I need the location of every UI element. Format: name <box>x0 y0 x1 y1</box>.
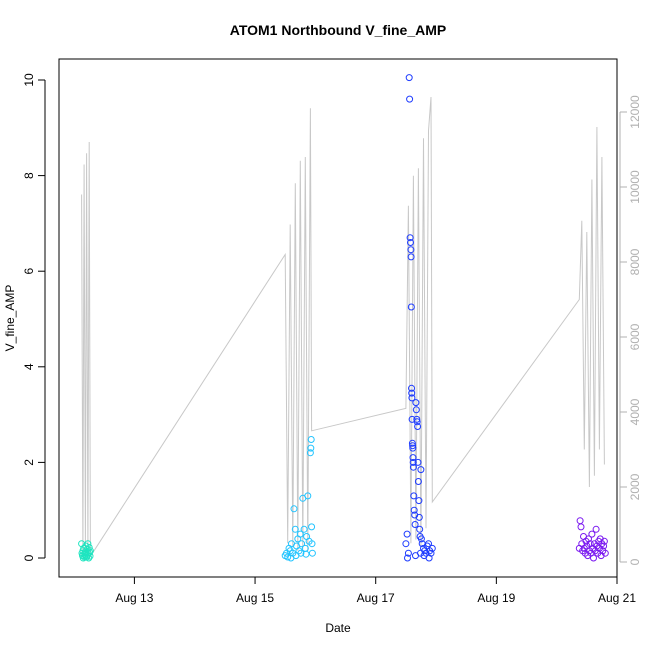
data-point <box>425 554 433 562</box>
data-point <box>304 492 312 500</box>
y2-tick-label: 8000 <box>628 248 642 275</box>
data-point <box>308 540 316 548</box>
data-point <box>601 549 609 557</box>
y-tick-label: 8 <box>22 172 36 179</box>
data-point <box>588 530 596 538</box>
data-point <box>600 537 608 545</box>
points-layer <box>78 74 609 562</box>
data-point <box>296 530 304 538</box>
data-point <box>592 525 600 533</box>
y2-tick-label: 4000 <box>628 398 642 425</box>
y-tick-label: 10 <box>22 73 36 87</box>
data-point <box>308 549 316 557</box>
data-point <box>284 553 292 561</box>
x-tick-label: Aug 21 <box>598 591 636 605</box>
data-point <box>428 544 436 552</box>
x-tick-label: Aug 13 <box>115 591 153 605</box>
y-tick-label: 6 <box>22 268 36 275</box>
data-point <box>291 525 299 533</box>
data-point <box>290 505 298 513</box>
y-tick-label: 0 <box>22 554 36 561</box>
y2-tick-label: 12000 <box>628 95 642 129</box>
data-point <box>410 506 418 514</box>
data-point <box>411 521 419 528</box>
data-point <box>406 95 414 103</box>
y2-tick-label: 0 <box>628 558 642 565</box>
data-point <box>407 303 415 311</box>
y-axis-label: V_fine_AMP <box>3 285 17 352</box>
data-point <box>306 449 314 457</box>
data-point <box>600 542 608 550</box>
data-point <box>300 525 308 533</box>
data-point <box>590 554 597 562</box>
data-point <box>407 239 414 246</box>
data-point <box>414 458 422 466</box>
data-point <box>416 525 424 533</box>
data-point <box>417 535 425 543</box>
data-point <box>409 442 417 450</box>
data-point <box>82 542 90 550</box>
series-line <box>81 96 605 559</box>
data-point <box>413 415 421 423</box>
y-tick-label: 2 <box>22 459 36 466</box>
data-point <box>402 540 410 548</box>
data-point <box>410 492 418 500</box>
data-point <box>585 535 592 543</box>
data-point <box>417 549 424 557</box>
data-point <box>307 444 315 452</box>
data-point <box>412 406 420 414</box>
data-point <box>409 458 417 466</box>
data-point <box>298 540 306 548</box>
y2-tick-label: 10000 <box>628 170 642 204</box>
line-series-layer <box>81 96 605 559</box>
data-point <box>84 540 92 548</box>
y2-tick-label: 2000 <box>628 473 642 500</box>
data-point <box>417 466 425 474</box>
x-tick-label: Aug 15 <box>236 591 274 605</box>
data-point <box>409 463 417 471</box>
data-point <box>409 444 417 452</box>
data-point <box>85 544 93 551</box>
data-point <box>408 439 416 447</box>
data-point <box>414 478 422 485</box>
data-point <box>86 552 94 560</box>
x-tick-label: Aug 19 <box>477 591 515 605</box>
plot-frame <box>58 58 618 578</box>
data-point <box>414 423 422 430</box>
data-point <box>407 253 415 261</box>
data-point <box>425 540 432 548</box>
x-axis-label: Date <box>325 621 351 635</box>
data-point <box>577 523 585 531</box>
data-point <box>307 436 315 443</box>
chart-title: ATOM1 Northbound V_fine_AMP <box>230 22 446 38</box>
x-tick-label: Aug 17 <box>357 591 395 605</box>
data-point <box>415 497 423 505</box>
data-point <box>415 513 423 521</box>
data-point <box>297 549 305 557</box>
data-point <box>412 399 420 407</box>
data-point <box>308 523 316 531</box>
data-point <box>405 74 413 82</box>
y2-tick-label: 6000 <box>628 323 642 350</box>
data-point <box>407 246 415 254</box>
data-point <box>86 547 94 555</box>
data-point <box>404 549 412 557</box>
data-point <box>408 389 416 397</box>
data-point <box>409 454 417 462</box>
x-axis: Aug 13 Aug 15 Aug 17 Aug 19 Aug 21 <box>115 576 636 605</box>
y-axis-left: 0 2 4 6 8 10 <box>22 73 46 561</box>
y-axis-right: 0 2000 4000 6000 8000 10000 12000 <box>619 95 642 565</box>
data-point <box>302 550 310 558</box>
data-point <box>576 517 584 525</box>
data-point <box>403 530 411 538</box>
data-point <box>406 234 414 242</box>
data-point <box>427 549 435 557</box>
data-point <box>413 418 421 426</box>
data-point <box>408 384 415 392</box>
data-point <box>404 554 411 562</box>
data-point <box>408 394 416 402</box>
y-tick-label: 4 <box>22 363 36 370</box>
